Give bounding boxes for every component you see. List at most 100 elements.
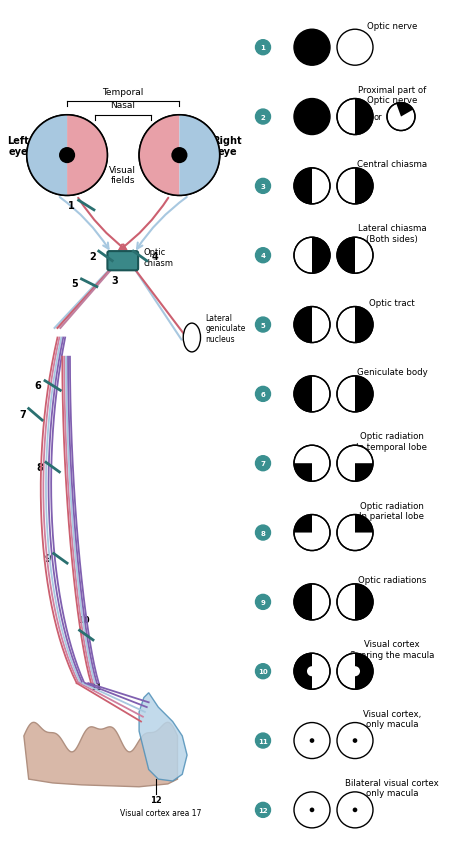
FancyBboxPatch shape [108,252,138,271]
Circle shape [337,653,373,690]
Text: 2: 2 [89,252,96,262]
Circle shape [294,792,330,828]
Circle shape [255,248,271,263]
Circle shape [171,148,187,164]
Wedge shape [294,463,312,482]
Text: Proximal part of
Optic nerve: Proximal part of Optic nerve [358,85,426,105]
Text: Optic radiations: Optic radiations [358,576,426,585]
Wedge shape [355,169,373,204]
Circle shape [139,116,220,196]
Text: 9: 9 [261,599,265,605]
Ellipse shape [183,324,201,353]
Wedge shape [27,116,67,196]
Wedge shape [294,307,312,344]
Circle shape [353,738,357,743]
Circle shape [255,595,271,609]
Circle shape [387,104,415,132]
Text: 11: 11 [258,738,268,744]
Text: 2: 2 [261,115,265,121]
Wedge shape [294,653,312,690]
Circle shape [310,808,314,812]
Circle shape [350,667,360,676]
Circle shape [294,584,330,620]
Text: 6: 6 [35,381,41,391]
Circle shape [255,803,271,817]
Circle shape [337,584,373,620]
Text: 8: 8 [36,463,43,473]
Text: Nasal: Nasal [110,101,135,110]
Text: 12: 12 [258,807,268,813]
Circle shape [294,446,330,482]
Circle shape [255,387,271,402]
Circle shape [255,664,271,679]
Circle shape [337,792,373,828]
Wedge shape [355,584,373,620]
Text: Visual cortex,
only macula: Visual cortex, only macula [363,709,421,728]
Circle shape [337,30,373,66]
Wedge shape [179,116,220,196]
Text: 8: 8 [261,530,265,536]
Text: Lateral
geniculate
nucleus: Lateral geniculate nucleus [205,314,246,344]
Text: Optic
chiasm: Optic chiasm [144,248,174,268]
Text: Temporal: Temporal [102,88,144,96]
Text: Optic tract: Optic tract [369,299,415,307]
Text: 7: 7 [19,410,26,419]
Wedge shape [355,463,373,482]
Circle shape [337,307,373,344]
Text: Central chiasma: Central chiasma [357,160,427,169]
Text: 9: 9 [44,554,51,564]
Wedge shape [355,653,373,690]
Text: Right
eye: Right eye [212,136,242,157]
Text: 10: 10 [78,614,89,624]
Text: Lateral chiasma
(Both sides): Lateral chiasma (Both sides) [358,224,426,243]
Wedge shape [67,116,108,196]
Circle shape [255,526,271,540]
Wedge shape [294,584,312,620]
Wedge shape [294,515,312,533]
Text: Bilateral visual cortex
only macula: Bilateral visual cortex only macula [345,778,439,798]
Text: 4: 4 [152,252,158,262]
Text: 5: 5 [261,322,265,328]
Wedge shape [355,515,373,533]
Text: 7: 7 [261,461,265,467]
Text: Visual
fields: Visual fields [109,165,136,185]
Wedge shape [355,376,373,413]
Wedge shape [337,238,355,274]
Circle shape [255,179,271,194]
Polygon shape [24,722,177,787]
Text: Visual cortex
Sparing the macula: Visual cortex Sparing the macula [350,640,434,659]
Wedge shape [355,100,373,135]
Text: 6: 6 [261,392,265,398]
Text: Left
eye: Left eye [7,136,29,157]
Wedge shape [294,376,312,413]
Text: 1: 1 [261,46,265,51]
Wedge shape [294,169,312,204]
Circle shape [337,446,373,482]
Circle shape [337,100,373,135]
Circle shape [294,238,330,274]
Circle shape [353,808,357,812]
Text: 4: 4 [261,253,265,259]
Text: or: or [374,113,383,122]
Circle shape [255,456,271,471]
Circle shape [294,169,330,204]
Circle shape [255,110,271,125]
Circle shape [337,238,373,274]
Wedge shape [139,116,179,196]
Circle shape [307,667,317,676]
Text: Visual cortex area 17: Visual cortex area 17 [120,808,202,817]
Circle shape [337,169,373,204]
Circle shape [294,30,330,66]
Text: 11: 11 [90,682,102,691]
Polygon shape [139,693,187,781]
Text: 12: 12 [150,796,162,804]
Circle shape [255,41,271,56]
Circle shape [337,515,373,551]
Circle shape [294,653,330,690]
Circle shape [294,515,330,551]
Circle shape [294,722,330,759]
Wedge shape [312,238,330,274]
Text: 3: 3 [112,276,118,285]
Text: 3: 3 [261,184,265,190]
Circle shape [337,376,373,413]
